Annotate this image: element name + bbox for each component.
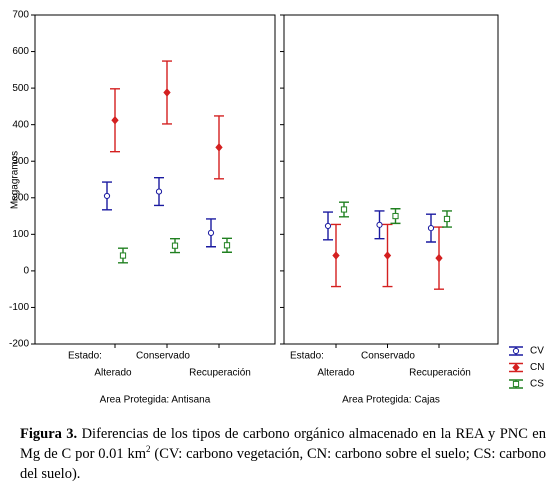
- x-tick-label: Recuperación: [189, 368, 251, 379]
- caption-label: Figura 3.: [20, 426, 78, 442]
- point: [223, 242, 231, 249]
- y-tick-label: 400: [12, 119, 29, 130]
- y-tick-label: 600: [12, 46, 29, 57]
- legend-label: CV: [530, 346, 544, 357]
- point: [119, 252, 127, 259]
- caption-text: (CV: carbono vegetación, CN: carbono sob…: [20, 446, 546, 482]
- y-tick-label: 200: [12, 192, 29, 203]
- plot-frame: [34, 14, 276, 345]
- legend-marker: [512, 380, 520, 388]
- x-tick-label: Conservado: [361, 351, 415, 362]
- y-tick-label: -100: [9, 302, 29, 313]
- point: [435, 253, 443, 263]
- point: [171, 242, 179, 249]
- chart: -200 -100 0 100 200 300 400 500 600 700 Megagramos…: [9, 10, 544, 406]
- x-axis-label: Area Protegida: Cajas: [342, 395, 440, 406]
- y-tick-label: 100: [12, 229, 29, 240]
- point: [443, 215, 451, 223]
- point: [103, 192, 111, 200]
- x-tick-label: Recuperación: [409, 368, 471, 379]
- y-tick-label: 0: [23, 266, 29, 277]
- point: [207, 229, 215, 236]
- plot-frame: [283, 14, 499, 345]
- point: [383, 251, 392, 260]
- point: [163, 88, 171, 97]
- point: [155, 188, 163, 195]
- x-tick-label: Conservado: [136, 351, 190, 362]
- legend-marker: [512, 363, 520, 372]
- point: [332, 251, 340, 260]
- x-tick-label: Alterado: [94, 368, 132, 379]
- group-label: Estado:: [290, 351, 324, 362]
- point: [215, 143, 223, 152]
- caption-sup: 2: [146, 444, 151, 455]
- legend-label: CN: [530, 362, 544, 373]
- group-label: Estado:: [68, 351, 102, 362]
- legend-marker: [512, 347, 520, 355]
- point: [111, 116, 119, 125]
- y-tick-label: 500: [12, 83, 29, 94]
- caption: Figura 3. Diferencias de los tipos de ca…: [20, 424, 546, 484]
- point: [376, 221, 383, 228]
- x-tick-label: Alterado: [317, 368, 355, 379]
- y-tick-label: 700: [12, 10, 29, 21]
- point: [392, 212, 399, 220]
- y-tick-label: 300: [12, 156, 29, 167]
- y-axis-label: Megagramos: [10, 151, 21, 209]
- point: [340, 206, 348, 213]
- caption-text: Diferencias de los tipos de carbono orgá…: [20, 426, 546, 462]
- x-axis-label: Area Protegida: Antisana: [100, 395, 211, 406]
- point: [427, 225, 435, 232]
- legend-label: CS: [530, 379, 544, 390]
- point: [324, 222, 332, 230]
- y-tick-label: -200: [9, 339, 29, 350]
